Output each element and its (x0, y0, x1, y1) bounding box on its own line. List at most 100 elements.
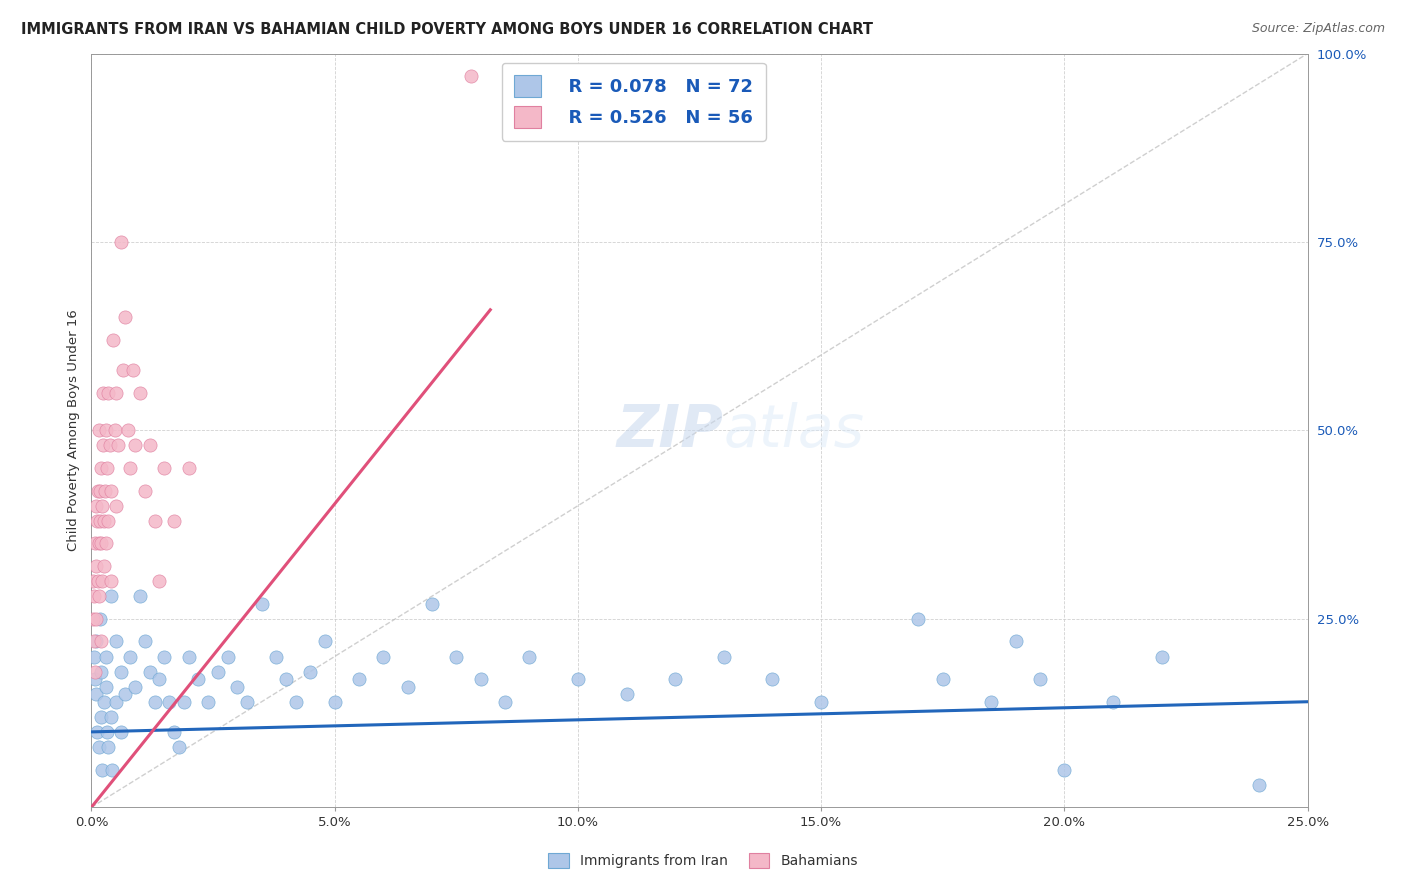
Point (90, 634, 112, 648)
Point (90, 665, 112, 679)
Point (907, 612, 929, 626)
Point (87, 483, 110, 498)
Point (713, 649, 735, 664)
Point (98, 438, 121, 452)
Point (134, 634, 156, 648)
Point (89, 424, 111, 438)
Point (143, 514, 166, 528)
Text: atlas: atlas (724, 402, 865, 458)
Point (264, 649, 287, 664)
Point (517, 649, 540, 664)
Point (444, 649, 467, 664)
Point (494, 695, 516, 709)
Point (94, 680, 117, 694)
Point (124, 438, 146, 452)
Point (83, 634, 105, 648)
Point (104, 424, 127, 438)
Point (148, 672, 170, 686)
Point (89, 514, 111, 528)
Point (93, 559, 115, 574)
Point (93, 695, 115, 709)
Point (1053, 763, 1076, 777)
Point (110, 665, 132, 679)
Point (153, 649, 176, 664)
Point (124, 680, 146, 694)
Point (163, 724, 186, 739)
Point (120, 461, 142, 475)
Point (86, 514, 108, 528)
Point (84, 672, 107, 686)
Point (90, 461, 112, 475)
Point (373, 649, 395, 664)
Point (107, 438, 129, 452)
Point (110, 235, 132, 249)
Text: IMMIGRANTS FROM IRAN VS BAHAMIAN CHILD POVERTY AMONG BOYS UNDER 16 CORRELATION C: IMMIGRANTS FROM IRAN VS BAHAMIAN CHILD P… (21, 22, 873, 37)
Point (139, 438, 162, 452)
Point (167, 739, 190, 754)
Point (104, 634, 127, 648)
Y-axis label: Child Poverty Among Boys Under 16: Child Poverty Among Boys Under 16 (67, 310, 80, 551)
Point (139, 665, 162, 679)
Point (84, 665, 107, 679)
Point (84, 687, 107, 701)
Point (87, 739, 110, 754)
Point (810, 695, 832, 709)
Point (470, 672, 492, 686)
Point (460, 69, 482, 83)
Point (100, 710, 122, 724)
Point (1102, 695, 1125, 709)
Point (97, 514, 120, 528)
Point (94, 536, 117, 550)
Point (82, 612, 104, 626)
Point (94, 649, 117, 664)
Point (121, 363, 143, 377)
Point (157, 695, 180, 709)
Point (104, 695, 127, 709)
Point (274, 672, 297, 686)
Point (84, 499, 107, 513)
Point (84, 612, 107, 626)
Point (87, 536, 110, 550)
Text: Source: ZipAtlas.com: Source: ZipAtlas.com (1251, 22, 1385, 36)
Point (110, 724, 132, 739)
Point (284, 695, 307, 709)
Point (1029, 672, 1052, 686)
Point (90, 574, 112, 589)
Point (91, 385, 114, 400)
Point (86, 574, 108, 589)
Point (1150, 649, 1173, 664)
Point (134, 483, 156, 498)
Point (100, 483, 122, 498)
Point (299, 665, 322, 679)
Point (94, 483, 117, 498)
Point (197, 695, 219, 709)
Point (250, 597, 273, 611)
Point (93, 514, 115, 528)
Point (97, 385, 120, 400)
Point (96, 724, 118, 739)
Point (616, 687, 638, 701)
Point (761, 672, 783, 686)
Point (236, 695, 259, 709)
Point (420, 597, 443, 611)
Point (97, 739, 120, 754)
Point (84, 559, 107, 574)
Point (1247, 778, 1270, 792)
Point (83, 589, 105, 603)
Point (114, 687, 136, 701)
Point (89, 483, 111, 498)
Point (1004, 634, 1026, 648)
Point (153, 461, 176, 475)
Point (91, 499, 114, 513)
Point (101, 763, 124, 777)
Point (86, 724, 108, 739)
Point (129, 385, 152, 400)
Point (129, 589, 152, 603)
Point (111, 363, 134, 377)
Point (91, 438, 114, 452)
Point (94, 424, 117, 438)
Text: ZIP: ZIP (617, 402, 724, 458)
Legend: Immigrants from Iran, Bahamians: Immigrants from Iran, Bahamians (543, 847, 863, 874)
Point (100, 589, 122, 603)
Point (89, 612, 111, 626)
